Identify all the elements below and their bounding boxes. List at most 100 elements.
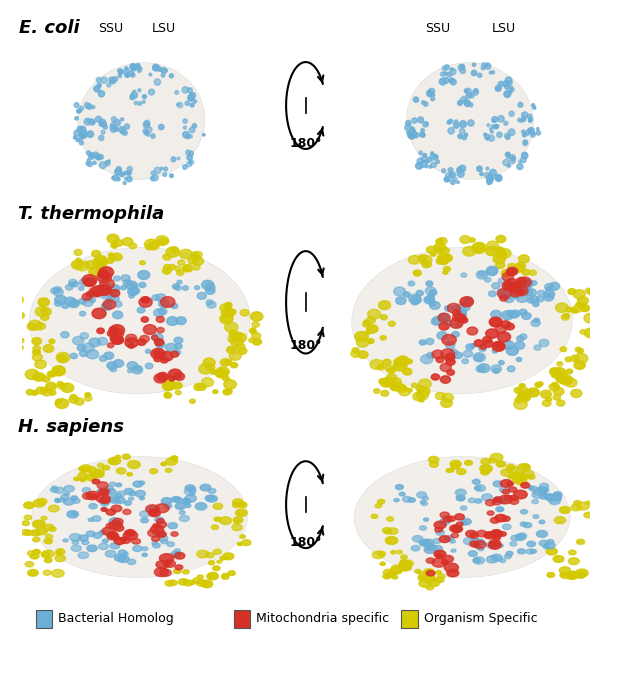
Circle shape (511, 535, 520, 541)
Circle shape (54, 287, 61, 292)
Circle shape (372, 551, 384, 559)
Circle shape (223, 389, 231, 395)
Circle shape (466, 530, 477, 538)
Circle shape (197, 292, 206, 299)
Circle shape (31, 391, 38, 395)
Circle shape (392, 378, 401, 385)
Circle shape (503, 295, 514, 303)
Circle shape (565, 357, 571, 362)
Circle shape (107, 294, 119, 303)
Circle shape (460, 236, 471, 243)
Circle shape (505, 85, 509, 89)
Circle shape (429, 301, 440, 309)
Circle shape (159, 535, 168, 541)
Circle shape (366, 331, 371, 334)
Circle shape (94, 469, 104, 475)
Circle shape (452, 309, 461, 316)
Circle shape (539, 520, 545, 524)
Circle shape (175, 391, 181, 395)
Circle shape (197, 580, 207, 587)
Circle shape (399, 561, 412, 568)
Circle shape (502, 311, 513, 320)
Circle shape (58, 383, 66, 389)
Circle shape (154, 339, 164, 346)
Circle shape (180, 516, 189, 522)
Circle shape (78, 535, 88, 541)
Circle shape (448, 167, 453, 172)
Circle shape (489, 135, 495, 141)
Circle shape (494, 342, 503, 348)
Circle shape (491, 555, 502, 561)
Circle shape (115, 337, 123, 343)
Circle shape (25, 370, 39, 380)
Circle shape (94, 86, 100, 92)
Circle shape (97, 488, 106, 494)
Circle shape (161, 498, 172, 505)
Circle shape (431, 252, 436, 256)
Circle shape (516, 289, 524, 295)
Circle shape (80, 132, 86, 139)
Circle shape (136, 64, 139, 66)
Circle shape (64, 492, 69, 496)
Circle shape (557, 400, 565, 406)
Circle shape (154, 357, 161, 362)
Circle shape (463, 350, 473, 357)
Circle shape (188, 487, 196, 492)
Circle shape (112, 175, 118, 181)
Circle shape (82, 488, 91, 492)
Circle shape (80, 350, 88, 357)
Circle shape (492, 499, 502, 505)
Circle shape (206, 364, 215, 371)
Circle shape (183, 499, 189, 503)
Circle shape (225, 322, 238, 332)
Circle shape (51, 488, 58, 492)
Circle shape (49, 339, 55, 344)
Circle shape (143, 129, 147, 133)
Circle shape (92, 308, 106, 319)
Circle shape (529, 120, 531, 122)
Circle shape (458, 317, 466, 323)
Circle shape (99, 497, 110, 504)
Circle shape (76, 139, 79, 141)
Circle shape (157, 531, 166, 538)
Circle shape (71, 496, 78, 500)
Circle shape (159, 300, 169, 307)
Circle shape (480, 345, 486, 350)
Circle shape (106, 523, 114, 529)
Circle shape (446, 359, 455, 365)
Circle shape (433, 538, 441, 544)
Circle shape (523, 141, 528, 145)
Circle shape (524, 281, 533, 288)
Circle shape (528, 475, 535, 479)
Circle shape (223, 376, 230, 381)
Circle shape (426, 544, 436, 550)
Circle shape (404, 292, 410, 297)
Circle shape (540, 494, 547, 499)
Circle shape (151, 335, 158, 340)
Circle shape (452, 313, 464, 322)
Circle shape (489, 176, 492, 180)
Circle shape (68, 299, 79, 307)
Circle shape (84, 133, 88, 137)
Circle shape (566, 571, 579, 579)
Circle shape (200, 484, 211, 491)
Circle shape (447, 303, 460, 313)
Circle shape (65, 297, 76, 305)
Circle shape (433, 546, 442, 552)
Circle shape (86, 118, 91, 123)
Circle shape (99, 356, 107, 361)
Circle shape (518, 392, 531, 402)
Circle shape (188, 257, 197, 264)
Circle shape (189, 151, 194, 156)
Circle shape (33, 538, 39, 542)
Circle shape (165, 469, 172, 473)
Circle shape (419, 540, 430, 546)
Text: Bacterial Homolog: Bacterial Homolog (59, 612, 174, 625)
Circle shape (387, 517, 394, 521)
Circle shape (482, 494, 492, 501)
Circle shape (407, 131, 410, 134)
Circle shape (55, 296, 67, 304)
Circle shape (116, 167, 122, 172)
Circle shape (506, 551, 513, 556)
Circle shape (492, 530, 501, 535)
